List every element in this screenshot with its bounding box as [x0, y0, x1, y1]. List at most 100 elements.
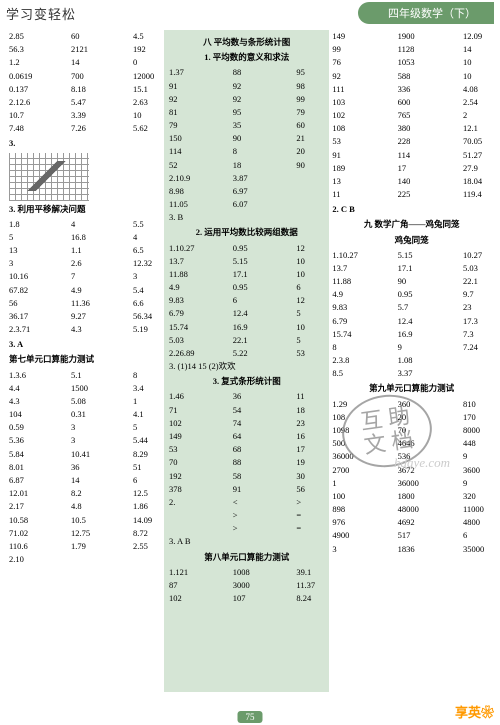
data-cell: 149 — [169, 430, 197, 443]
data-cell: 4.08 — [463, 83, 491, 96]
data-cell: 1.86 — [133, 500, 161, 513]
data-cell: 9 — [463, 477, 491, 490]
data-cell: 9.27 — [71, 310, 99, 323]
data-row: 11.056.07 — [169, 198, 324, 211]
data-cell: 92 — [332, 70, 360, 83]
data-cell: 53 — [169, 443, 197, 456]
data-row: 1.3.65.18 — [9, 369, 161, 382]
data-cell: 2.63 — [133, 96, 161, 109]
data-row: 1.463611 — [169, 390, 324, 403]
data-cell: 6.6 — [133, 297, 161, 310]
data-cell: 2.17 — [9, 500, 37, 513]
data-row: 897.24 — [332, 341, 491, 354]
data-cell: 5.84 — [9, 448, 37, 461]
data-cell: 0.31 — [71, 408, 99, 421]
data-cell: 9.83 — [332, 301, 360, 314]
data-cell: 1500 — [71, 382, 99, 395]
data-cell: 23 — [463, 301, 491, 314]
data-cell: 90 — [233, 132, 261, 145]
data-cell: 95 — [296, 66, 324, 79]
data-cell: < — [233, 496, 261, 509]
data-row: 5.84 10.41 8.29 — [9, 448, 161, 461]
data-cell: 8.29 — [133, 448, 161, 461]
data-row: 919298 — [169, 80, 324, 93]
data-cell: 11000 — [463, 503, 491, 516]
data-cell: 6.97 — [233, 185, 261, 198]
data-cell: 7.48 — [9, 122, 37, 135]
data-cell: 48000 — [398, 503, 426, 516]
data-cell: 99 — [296, 93, 324, 106]
data-row: 15.7416.910 — [169, 321, 324, 334]
data-cell: 64 — [233, 430, 261, 443]
data-row: 10.73.3910 — [9, 109, 161, 122]
data-cell: 3.37 — [398, 367, 426, 380]
data-cell: 16.8 — [71, 231, 99, 244]
data-cell: 35000 — [463, 543, 491, 556]
data-cell: 3 — [71, 421, 99, 434]
data-row: 5322870.05 — [332, 135, 491, 148]
data-cell: 22.1 — [233, 334, 261, 347]
data-cell: 3 — [133, 270, 161, 283]
data-cell: 5.15 — [233, 255, 261, 268]
data-cell: 2.12.6 — [9, 96, 37, 109]
data-cell: 114 — [169, 145, 197, 158]
data-cell: 1.79 — [71, 540, 99, 553]
col1-s1: 3. — [9, 137, 161, 150]
data-cell: 1.10.27 — [332, 249, 360, 262]
data-cell: 8 — [332, 341, 360, 354]
data-cell: 7 — [71, 270, 99, 283]
data-cell: 58 — [233, 470, 261, 483]
data-cell: 36000 — [332, 450, 360, 463]
column-1: 2.85604.556.321211921.21400.061970012000… — [6, 30, 164, 692]
data-cell: 12.5 — [133, 487, 161, 500]
col3-t3: 第九单元口算能力测试 — [332, 382, 491, 395]
data-row: 9.83612 — [169, 294, 324, 307]
data-cell: 12.01 — [9, 487, 37, 500]
data-cell: 90 — [398, 275, 426, 288]
data-row: 1891727.9 — [332, 162, 491, 175]
data-cell: 15.1 — [133, 83, 161, 96]
data-cell: 111 — [332, 83, 360, 96]
data-cell: = — [296, 522, 324, 535]
data-cell: 104 — [9, 408, 37, 421]
col1-s4: 第七单元口算能力测试 — [9, 353, 161, 366]
data-cell: 5.4 — [133, 284, 161, 297]
data-cell: 23 — [296, 417, 324, 430]
data-cell: 8.01 — [9, 461, 37, 474]
data-cell — [296, 185, 324, 198]
data-cell: 8.24 — [296, 592, 324, 605]
col2-t4: 3. 复式条形统计图 — [169, 375, 324, 388]
data-cell: 5.15 — [398, 249, 426, 262]
col2-r7: 3. A B — [169, 535, 324, 548]
data-row: 536817 — [169, 443, 324, 456]
data-cell: 1.10.27 — [169, 242, 197, 255]
data-row: 4.415003.4 — [9, 382, 161, 395]
data-cell: 5.22 — [233, 347, 261, 360]
data-cell: 1098 — [332, 424, 360, 437]
data-cell: 5 — [9, 231, 37, 244]
data-cell: 10 — [463, 70, 491, 83]
data-cell: 110.6 — [9, 540, 37, 553]
data-cell: 14.09 — [133, 514, 161, 527]
data-cell: 9 — [463, 450, 491, 463]
data-cell: 17.1 — [233, 268, 261, 281]
data-cell: 95 — [233, 106, 261, 119]
data-cell: 170 — [463, 411, 491, 424]
data-row: 1.29360810 — [332, 398, 491, 411]
col1-s2: 3. 利用平移解决问题 — [9, 203, 161, 216]
data-cell: 1.37 — [169, 66, 197, 79]
data-cell: 4.3 — [71, 323, 99, 336]
data-cell: 13.7 — [332, 262, 360, 275]
data-row: 5.0322.15 — [169, 334, 324, 347]
data-cell: 189 — [332, 162, 360, 175]
data-row: 1021078.24 — [169, 592, 324, 605]
data-cell: 3 — [332, 543, 360, 556]
data-cell: 10.41 — [71, 448, 99, 461]
data-cell: 448 — [463, 437, 491, 450]
data-line: 3. B — [169, 211, 324, 224]
data-cell: 36 — [233, 390, 261, 403]
data-cell: 68 — [233, 443, 261, 456]
data-cell: 10 — [296, 268, 324, 281]
data-cell: 76 — [332, 56, 360, 69]
data-cell: 6.5 — [133, 244, 161, 257]
